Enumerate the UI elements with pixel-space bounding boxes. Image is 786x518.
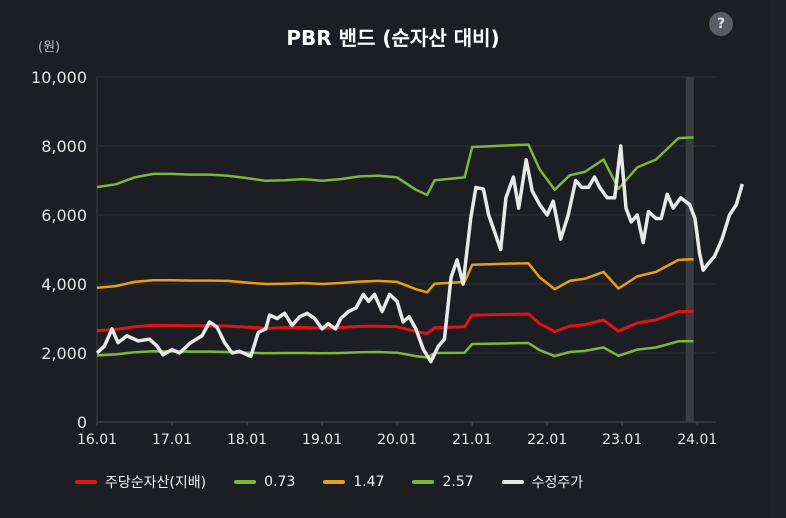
legend: 주당순자산(지배) 0.73 1.47 2.57 수정주가 — [75, 472, 611, 492]
legend-label: 0.73 — [264, 474, 296, 490]
legend-item-bps[interactable]: 주당순자산(지배) — [75, 472, 206, 492]
legend-label: 수정주가 — [531, 475, 584, 491]
legend-swatch — [234, 480, 257, 484]
legend-item-257[interactable]: 2.57 — [412, 474, 474, 490]
help-icon[interactable]: ? — [709, 12, 733, 36]
legend-item-073[interactable]: 0.73 — [234, 474, 295, 490]
y-tick-label: 4,000 — [41, 275, 87, 294]
series-line-1 — [96, 339, 694, 359]
y-tick-label: 10,000 — [31, 68, 87, 87]
x-tick-label: 20.01 — [377, 432, 417, 448]
legend-label: 2.57 — [442, 474, 474, 490]
x-tick-label: 16.01 — [77, 432, 117, 448]
highlight-column — [685, 77, 694, 422]
legend-label: 주당순자산(지배) — [105, 475, 207, 491]
y-tick-label: 0 — [77, 413, 87, 432]
series-line-0 — [96, 309, 694, 336]
series-line-4 — [95, 144, 744, 364]
legend-item-price[interactable]: 수정주가 — [501, 472, 584, 492]
legend-swatch — [323, 480, 346, 484]
legend-swatch — [501, 480, 524, 484]
legend-item-147[interactable]: 1.47 — [323, 474, 384, 490]
y-tick-label: 6,000 — [41, 206, 87, 225]
y-tick-label: 2,000 — [41, 344, 87, 363]
chart-card — [0, 0, 770, 518]
x-tick-label: 22.01 — [527, 432, 567, 448]
chart-title: PBR 밴드 (순자산 대비) — [286, 26, 500, 50]
scrollbar[interactable] — [770, 0, 786, 518]
series-line-3 — [96, 136, 694, 197]
x-tick-label: 21.01 — [452, 432, 492, 448]
y-tick-label: 8,000 — [41, 137, 87, 156]
x-tick-label: 18.01 — [227, 432, 267, 448]
series-line-2 — [96, 257, 694, 294]
x-tick-label: 23.01 — [602, 432, 642, 448]
y-unit-label: (원) — [38, 40, 61, 55]
x-tick-label: 17.01 — [152, 432, 192, 448]
x-tick-label: 19.01 — [302, 432, 342, 448]
legend-label: 1.47 — [353, 474, 385, 490]
x-tick-label: 24.01 — [677, 432, 717, 448]
legend-swatch — [412, 480, 435, 484]
legend-swatch — [75, 480, 97, 484]
